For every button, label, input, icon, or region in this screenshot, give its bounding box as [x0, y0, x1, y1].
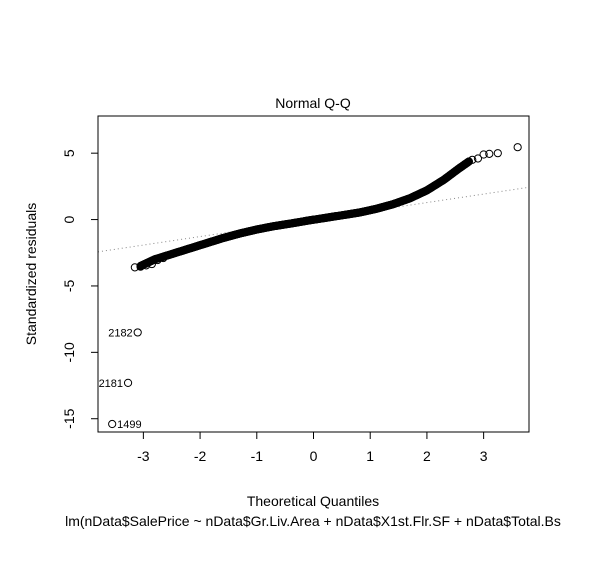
y-tick-label: 5 [61, 149, 77, 157]
x-tick-label: 2 [423, 448, 431, 464]
y-axis-label: Standardized residuals [23, 203, 39, 345]
x-tick-label: -2 [194, 448, 207, 464]
reference-line [97, 186, 530, 253]
y-tick-label: 0 [61, 215, 77, 223]
x-tick-label: -1 [251, 448, 264, 464]
reference-line-layer [97, 186, 530, 253]
x-tick-label: 0 [310, 448, 318, 464]
residual-point [493, 149, 502, 158]
y-tick-label: -10 [61, 342, 77, 362]
outlier-point [108, 419, 117, 429]
outlier-label: 2182 [108, 327, 132, 339]
x-tick-label: 1 [366, 448, 374, 464]
y-tick-label: -15 [61, 408, 77, 428]
residual-point [479, 150, 488, 159]
residual-point [159, 253, 168, 263]
y-tick-label: -5 [61, 280, 77, 293]
x-tick-label: 3 [480, 448, 488, 464]
outlier-label: 1499 [117, 419, 141, 431]
residual-point [147, 259, 156, 269]
residual-point [130, 263, 139, 272]
residual-point [136, 262, 145, 271]
x-tick-label: -3 [137, 448, 150, 464]
residual-point [473, 154, 483, 163]
residual-point [513, 143, 522, 152]
residual-point [153, 255, 162, 265]
outlier-point [123, 378, 133, 387]
outlier-point [133, 328, 142, 337]
chart-subtitle: lm(nData$SalePrice ~ nData$Gr.Liv.Area +… [65, 513, 561, 529]
points-layer [130, 143, 522, 272]
residual-point [468, 155, 477, 164]
outlier-label: 2181 [99, 378, 123, 390]
x-axis-label: Theoretical Quantiles [247, 493, 379, 509]
chart-title: Normal Q-Q [275, 95, 351, 111]
axes-layer: -3 -2 -1 0 1 2 3-15-10-505 [61, 149, 488, 464]
residual-point [142, 261, 151, 270]
residual-point [485, 149, 494, 158]
outlier-labels-layer: 2182 2181 1499 [99, 327, 142, 431]
